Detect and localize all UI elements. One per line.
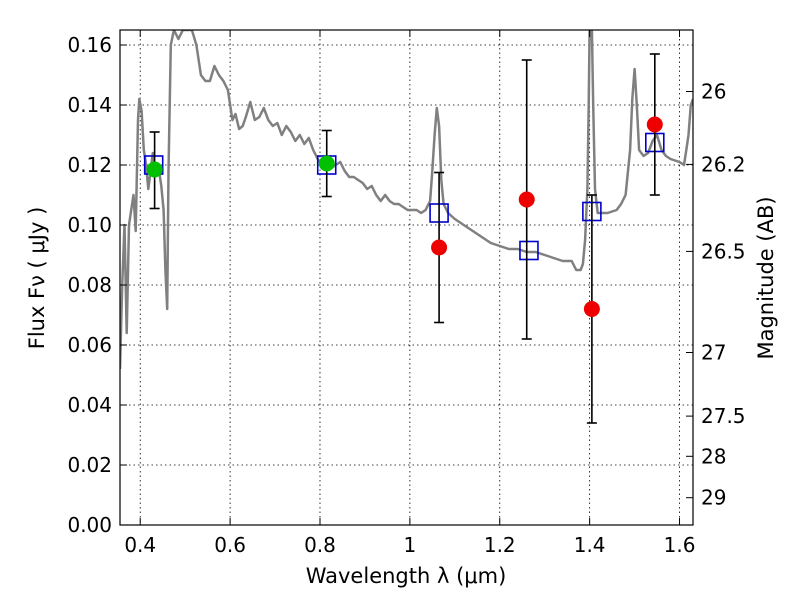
y-right-tick-label: 26.5 <box>701 239 746 263</box>
y-axis-label: Flux Fν ( μJy ) <box>25 207 49 350</box>
x-axis-label-text: Wavelength λ (μm) <box>306 564 507 588</box>
y-axis-right-label: Magnitude (AB) <box>754 196 778 359</box>
plot-area <box>120 30 693 424</box>
y-right-tick-label: 26.2 <box>701 152 746 176</box>
detection-point <box>146 161 163 178</box>
x-tick-label: 0.4 <box>124 533 156 557</box>
y-right-tick-label: 29 <box>701 486 726 510</box>
y-right-tick-label: 27 <box>701 341 726 365</box>
y-tick-label: 0.00 <box>67 513 112 537</box>
x-tick-label: 0.8 <box>304 533 336 557</box>
y-tick-label: 0.12 <box>67 153 112 177</box>
x-tick-label: 1.4 <box>574 533 606 557</box>
y-tick-label: 0.14 <box>67 93 112 117</box>
y-right-tick-label: 28 <box>701 444 726 468</box>
non-detection-point <box>431 239 448 256</box>
x-axis-label: Wavelength λ (μm) <box>306 564 507 588</box>
y-tick-label: 0.16 <box>67 33 112 57</box>
y-right-tick-label: 27.5 <box>701 404 746 428</box>
model-photometry-square <box>519 240 539 261</box>
non-detection-point <box>646 116 663 133</box>
detection-point <box>318 155 335 172</box>
model-spectrum-line <box>120 30 693 370</box>
y-tick-label: 0.08 <box>67 273 112 297</box>
x-tick-label: 1 <box>404 533 417 557</box>
x-tick-label: 1.2 <box>484 533 516 557</box>
axis-ticks: 0.4 0.6 0.8 1 1.2 1.4 1.6 0.00 0.02 0.04 0.06 0.08 0… <box>67 30 746 557</box>
y-tick-label: 0.02 <box>67 453 112 477</box>
x-tick-label: 1.6 <box>664 533 696 557</box>
grid <box>120 30 693 526</box>
x-tick-label: 0.6 <box>214 533 246 557</box>
y-tick-label: 0.10 <box>67 213 112 237</box>
y-tick-label: 0.06 <box>67 333 112 357</box>
y-tick-label: 0.04 <box>67 393 112 417</box>
non-detection-point <box>518 191 535 208</box>
plot-frame <box>119 29 694 526</box>
y-right-tick-label: 26 <box>701 80 726 104</box>
non-detection-point <box>583 301 600 317</box>
